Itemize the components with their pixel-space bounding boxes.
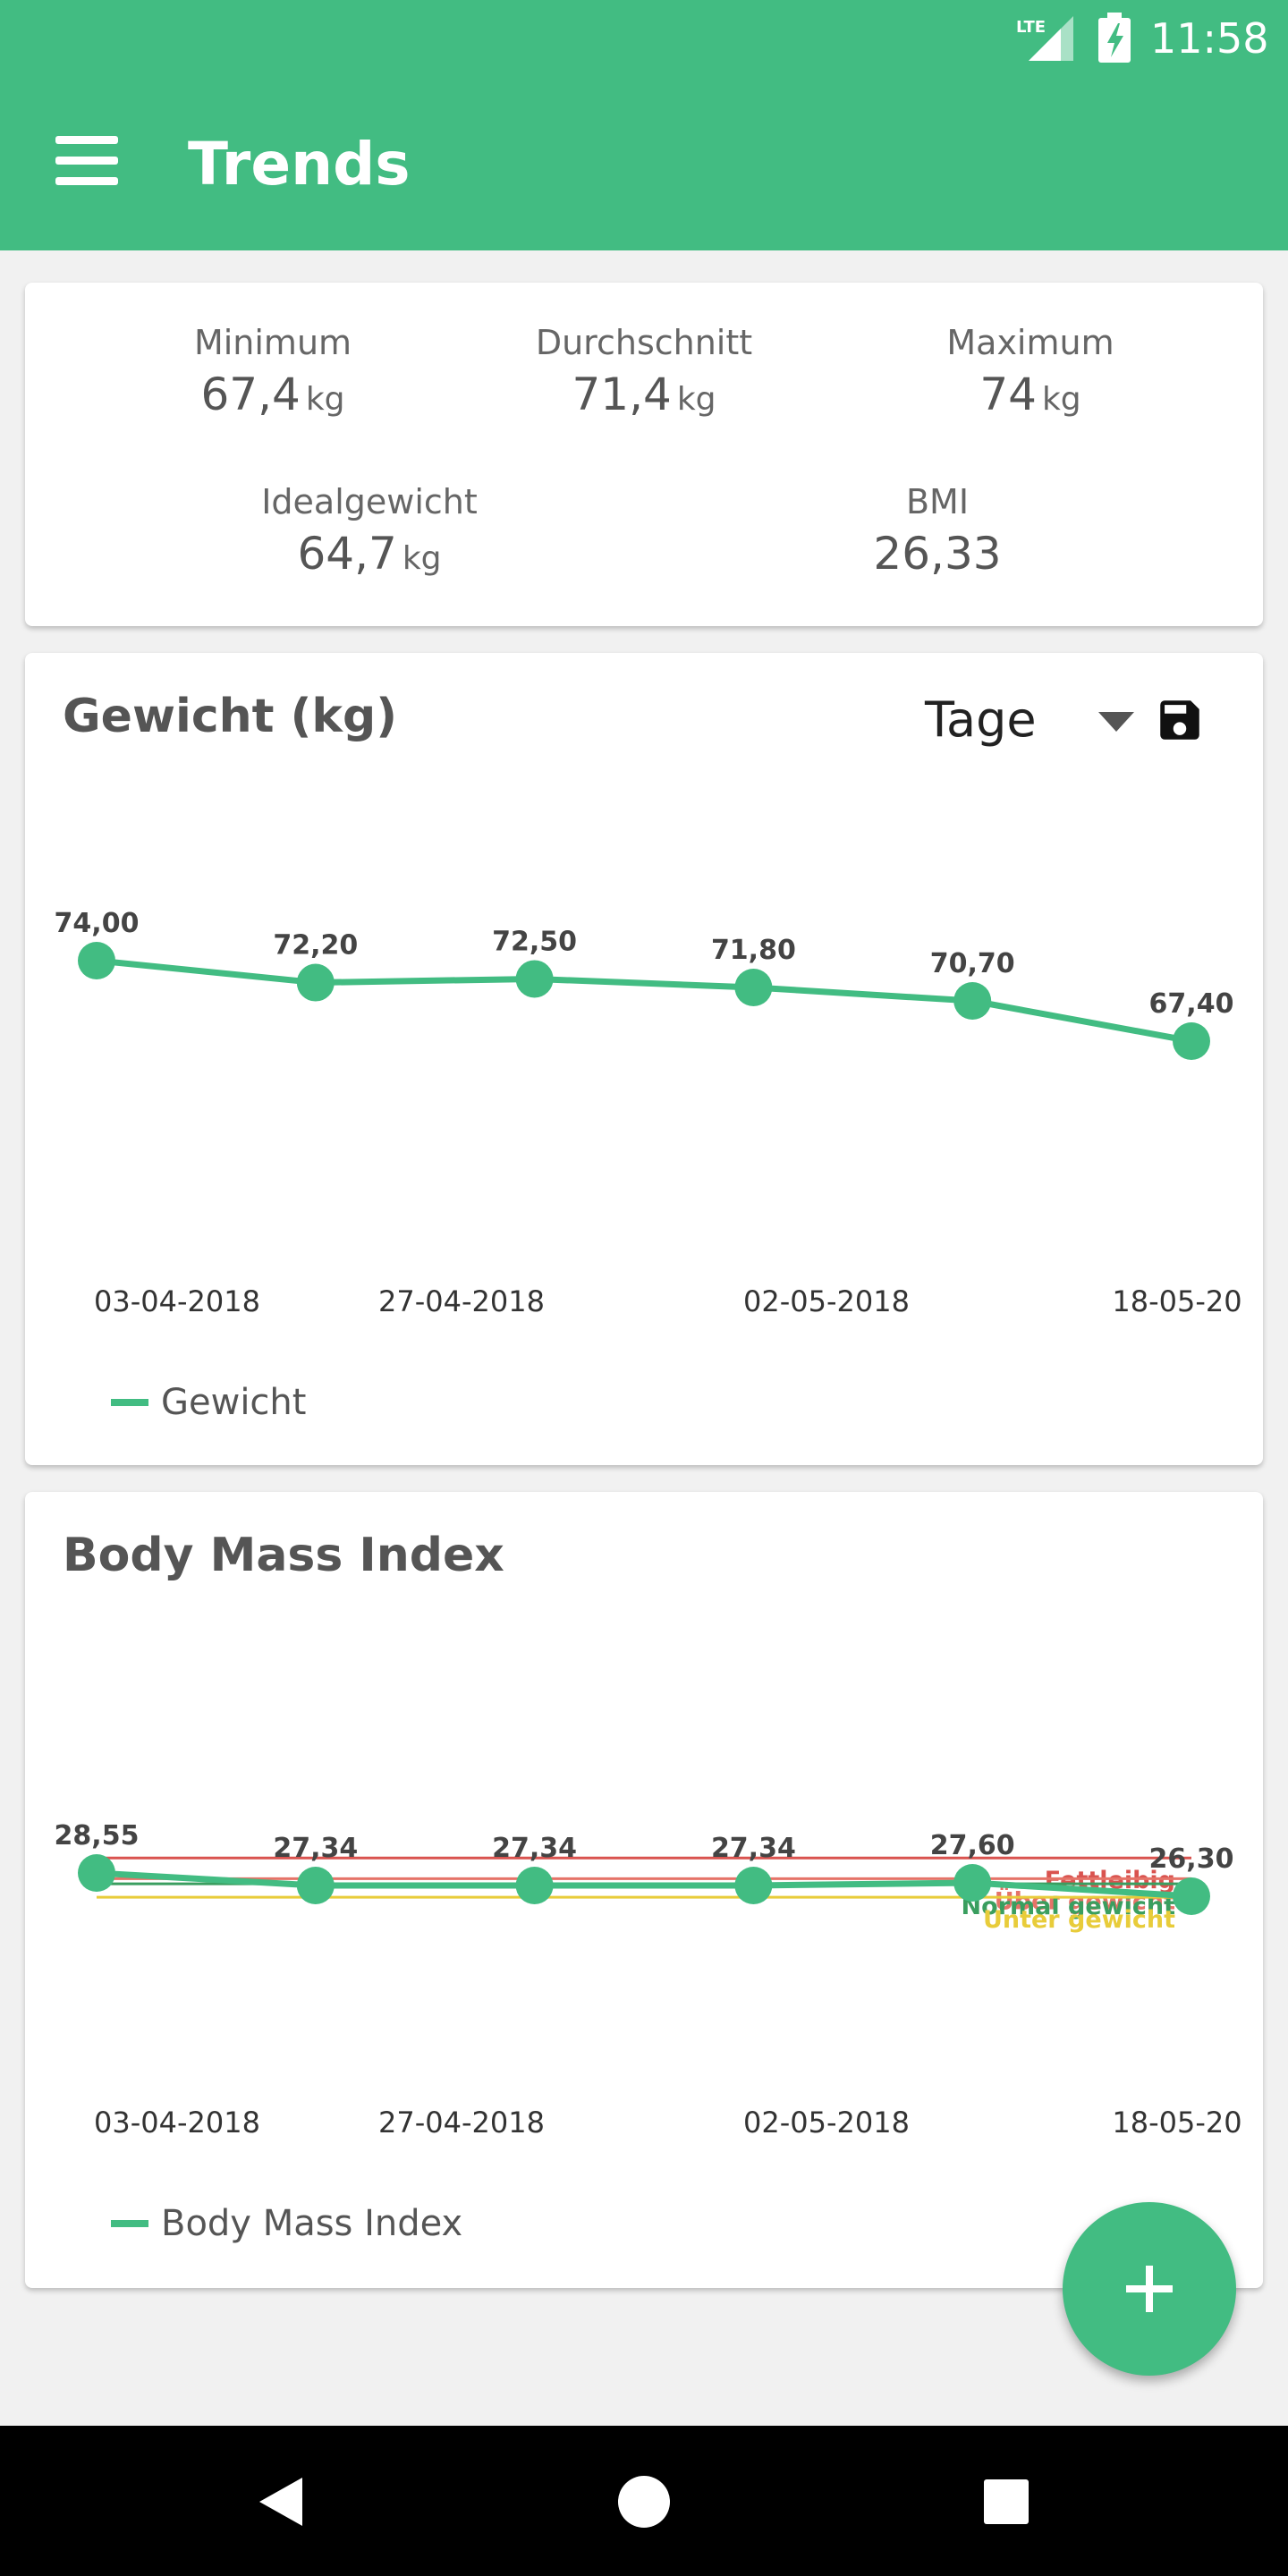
data-label: 27,34 — [492, 1833, 577, 1864]
data-label: 67,40 — [1149, 988, 1234, 1020]
stat-label: BMI — [905, 482, 970, 521]
weight-chart-title: Gewicht (kg) — [63, 690, 397, 743]
status-bar: LTE 11:58 — [0, 0, 1288, 77]
legend-label: Body Mass Index — [161, 2203, 463, 2244]
clock: 11:58 — [1150, 14, 1269, 63]
period-dropdown[interactable]: Tage — [898, 685, 1157, 757]
stat-number: 74 — [979, 369, 1037, 420]
system-nav-bar — [0, 2426, 1288, 2576]
stat-unit: kg — [305, 381, 345, 418]
stat-minimum: Minimum 67,4 kg — [85, 320, 461, 429]
app-bar: LTE 11:58 Trends — [0, 0, 1288, 250]
data-point — [953, 982, 992, 1020]
stat-bmi: BMI 26,33 — [750, 479, 1125, 583]
series-line — [96, 1869, 1192, 1900]
data-point — [78, 942, 115, 979]
stat-number: 26,33 — [873, 528, 1002, 580]
data-label: 26,30 — [1149, 1843, 1234, 1875]
reference-line-label: Unter gewicht — [983, 1906, 1175, 1934]
hamburger-menu-icon[interactable] — [55, 136, 118, 186]
stat-value: 67,4 kg — [85, 365, 461, 429]
stat-ideal-weight: Idealgewicht 64,7 kg — [182, 479, 557, 589]
stat-label: Maximum — [946, 323, 1114, 362]
stat-number: 71,4 — [572, 369, 672, 420]
plus-icon — [1126, 2266, 1173, 2312]
data-label: 72,50 — [492, 926, 577, 957]
data-label: 74,00 — [55, 908, 140, 939]
data-point — [78, 1854, 115, 1892]
weight-chart-card: Gewicht (kg) Tage 74,00 72,20 72,50 71,80 70… — [25, 653, 1263, 1465]
data-label: 28,55 — [55, 1820, 140, 1852]
stat-unit: kg — [676, 381, 716, 418]
page-title: Trends — [188, 130, 411, 199]
dropdown-arrow-icon — [1098, 712, 1134, 732]
battery-charging-icon — [1098, 13, 1131, 63]
stat-value: 64,7 kg — [182, 524, 557, 589]
data-point — [734, 969, 773, 1006]
data-label: 27,34 — [273, 1833, 358, 1864]
period-value: Tage — [925, 691, 1037, 748]
legend-swatch — [111, 2220, 148, 2227]
x-tick-label: 27-04-2018 — [378, 1284, 545, 1318]
data-point — [734, 1866, 773, 1904]
data-label: 71,80 — [711, 935, 796, 966]
bmi-chart-title: Body Mass Index — [63, 1529, 504, 1582]
stat-unit: kg — [402, 540, 442, 577]
legend-swatch — [111, 1399, 148, 1406]
summary-card: Minimum 67,4 kg Durchschnitt 71,4 kg Maxim… — [25, 283, 1263, 626]
x-tick-label: 03-04-2018 — [94, 1284, 260, 1318]
series-line — [96, 957, 1192, 1045]
data-point — [1173, 1022, 1210, 1060]
data-point — [1173, 1877, 1210, 1915]
stat-maximum: Maximum 74 kg — [843, 320, 1218, 429]
stat-label: Minimum — [193, 323, 352, 362]
x-tick-label: 18-05-20 — [1112, 2106, 1241, 2140]
save-floppy-icon[interactable] — [1154, 694, 1206, 746]
stat-value: 26,33 — [750, 524, 1125, 583]
add-entry-button[interactable] — [1063, 2202, 1236, 2376]
lte-signal-icon: LTE — [1016, 16, 1073, 61]
data-label: 27,34 — [711, 1833, 796, 1864]
data-label: 70,70 — [930, 948, 1015, 979]
x-tick-label: 02-05-2018 — [743, 2106, 910, 2140]
x-tick-label: 03-04-2018 — [94, 2106, 260, 2140]
data-label: 27,60 — [930, 1830, 1015, 1861]
back-triangle-icon[interactable] — [250, 2470, 313, 2533]
legend-label: Gewicht — [161, 1382, 307, 1423]
home-circle-icon[interactable] — [613, 2470, 675, 2533]
stat-number: 67,4 — [200, 369, 301, 420]
stat-label: Durchschnitt — [535, 323, 753, 362]
stat-number: 64,7 — [297, 528, 397, 580]
network-type: LTE — [1016, 18, 1046, 37]
stat-value: 71,4 kg — [456, 365, 832, 429]
stat-average: Durchschnitt 71,4 kg — [456, 320, 832, 429]
x-tick-label: 18-05-20 — [1112, 1284, 1241, 1318]
data-point — [515, 960, 554, 998]
stat-unit: kg — [1041, 381, 1081, 418]
recents-square-icon[interactable] — [975, 2470, 1038, 2533]
data-point — [296, 963, 335, 1002]
x-tick-label: 02-05-2018 — [743, 1284, 910, 1318]
stat-label: Idealgewicht — [261, 482, 478, 521]
x-tick-label: 27-04-2018 — [378, 2106, 545, 2140]
data-point — [515, 1866, 554, 1904]
weight-line-chart: 74,00 72,20 72,50 71,80 70,70 67,40 03-04-2018… — [55, 908, 1242, 1318]
bmi-chart-card: Body Mass Index Fettleibig Über gewicht No… — [25, 1492, 1263, 2288]
data-label: 72,20 — [273, 930, 358, 962]
data-point — [953, 1863, 992, 1902]
data-point — [296, 1866, 335, 1904]
stat-value: 74 kg — [843, 365, 1218, 429]
